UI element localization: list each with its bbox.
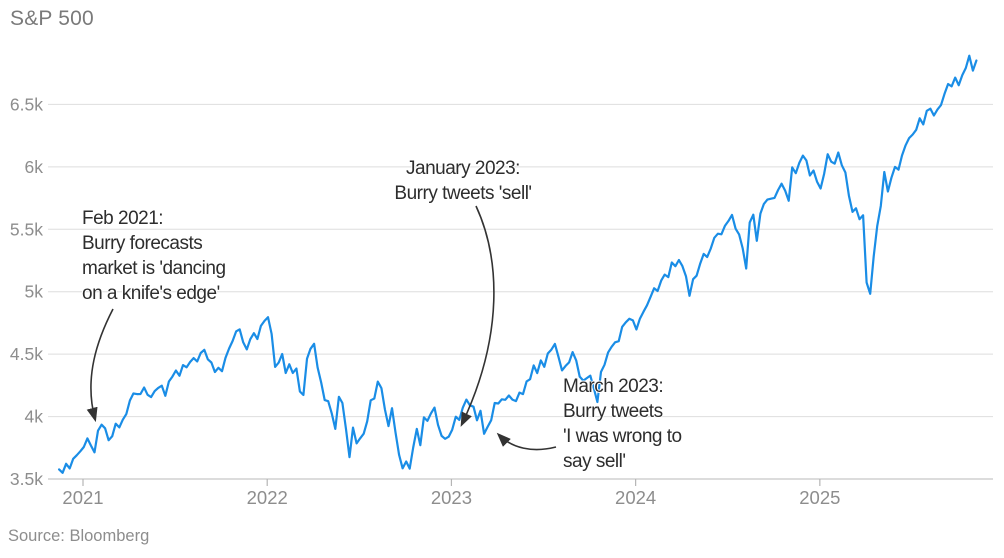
x-axis-label: 2022 (247, 487, 288, 508)
x-axis-label: 2021 (62, 487, 103, 508)
annotation-line: Burry tweets (563, 401, 663, 422)
annotation-arrow-mar-2023 (496, 432, 557, 451)
y-axis-label: 5k (25, 282, 44, 302)
annotation-line: Feb 2021: (82, 208, 164, 229)
annotation-arrow-jan-2023 (460, 205, 495, 427)
y-axis-label: 3.5k (10, 469, 43, 489)
x-axis-label: 2025 (799, 487, 840, 508)
annotation-line: Burry tweets 'sell' (394, 183, 532, 204)
annotation-line: 'I was wrong to (563, 426, 682, 447)
annotation-line: Burry forecasts (82, 233, 203, 254)
annotation-line: market is 'dancing (82, 258, 226, 279)
annotation-feb-2021: Feb 2021: Burry forecasts market is 'danci… (82, 206, 226, 306)
y-axis-label: 5.5k (10, 219, 43, 239)
annotation-line: on a knife's edge' (82, 283, 220, 304)
y-axis-label: 4k (25, 407, 44, 427)
y-axis-label: 4.5k (10, 344, 43, 364)
annotation-arrow-feb-2021 (86, 308, 114, 423)
annotation-line: January 2023: (406, 158, 520, 179)
annotation-line: March 2023: (563, 376, 664, 397)
chart-title: S&P 500 (10, 7, 94, 30)
annotation-mar-2023: March 2023: Burry tweets 'I was wrong to sa… (563, 374, 682, 474)
annotation-jan-2023: January 2023: Burry tweets 'sell' (394, 156, 532, 206)
sp500-price-line (57, 54, 978, 474)
x-axis-label: 2023 (431, 487, 472, 508)
x-axis-label: 2024 (615, 487, 656, 508)
source-credit: Source: Bloomberg (8, 527, 150, 545)
annotation-line: say sell' (563, 451, 626, 472)
y-axis-label: 6k (25, 157, 44, 177)
y-axis-label: 6.5k (10, 94, 43, 114)
